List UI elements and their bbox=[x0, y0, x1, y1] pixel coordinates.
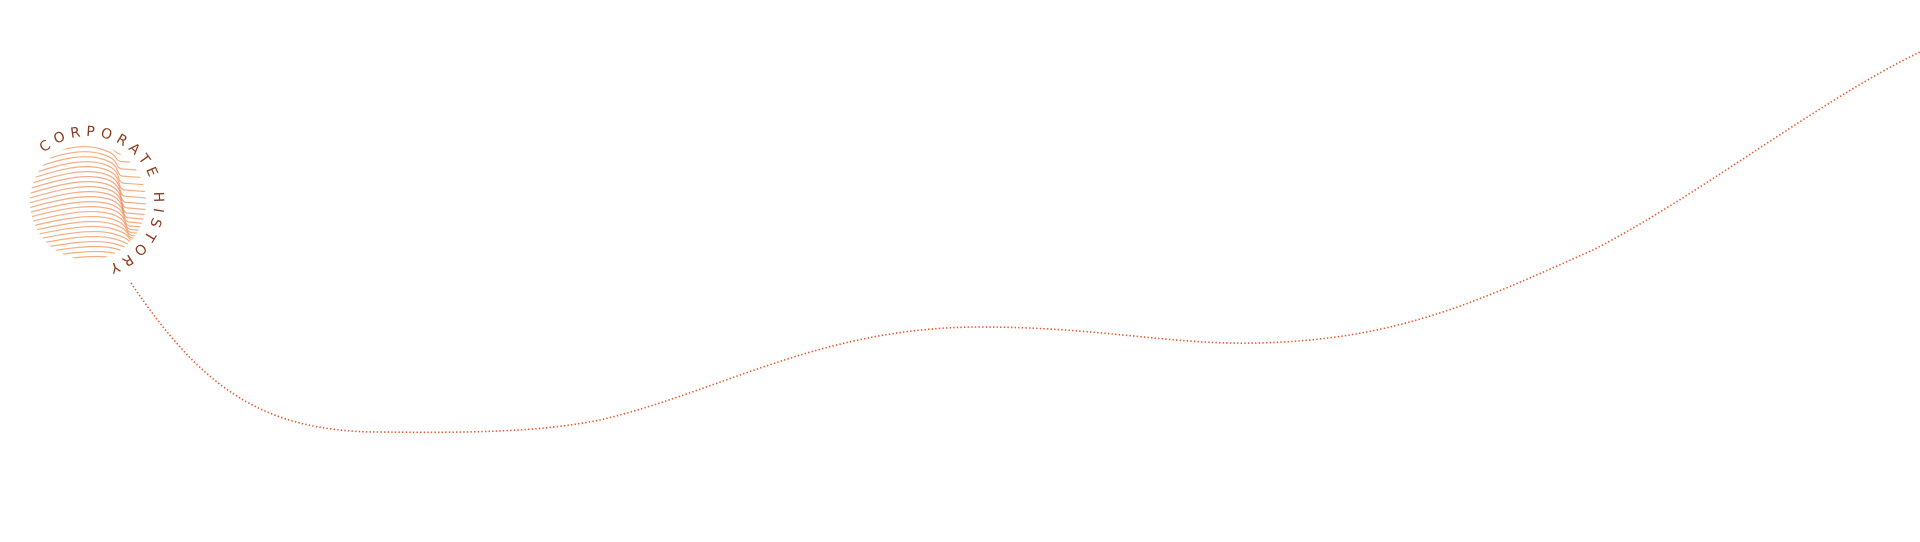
fingerprint-line bbox=[30, 166, 146, 193]
timeline-dotted-curve bbox=[130, 51, 1920, 434]
fingerprint-line bbox=[30, 210, 146, 236]
fingerprint-line bbox=[30, 151, 146, 172]
fingerprint-line bbox=[30, 181, 146, 211]
fingerprint-line bbox=[30, 186, 146, 216]
fingerprint-line bbox=[30, 215, 146, 239]
fingerprint-line bbox=[30, 191, 146, 221]
fingerprint-line bbox=[30, 220, 146, 241]
corporate-history-logo: CORPORATE HISTORY bbox=[30, 124, 161, 278]
fingerprint-line bbox=[30, 200, 146, 229]
fingerprint-line bbox=[30, 156, 146, 179]
fingerprint-line bbox=[30, 230, 146, 247]
fingerprint-line bbox=[30, 176, 146, 205]
fingerprint-line bbox=[30, 196, 146, 225]
fingerprint-line bbox=[30, 171, 146, 199]
fingerprint-line bbox=[30, 161, 146, 186]
fingerprint-line bbox=[30, 225, 146, 244]
